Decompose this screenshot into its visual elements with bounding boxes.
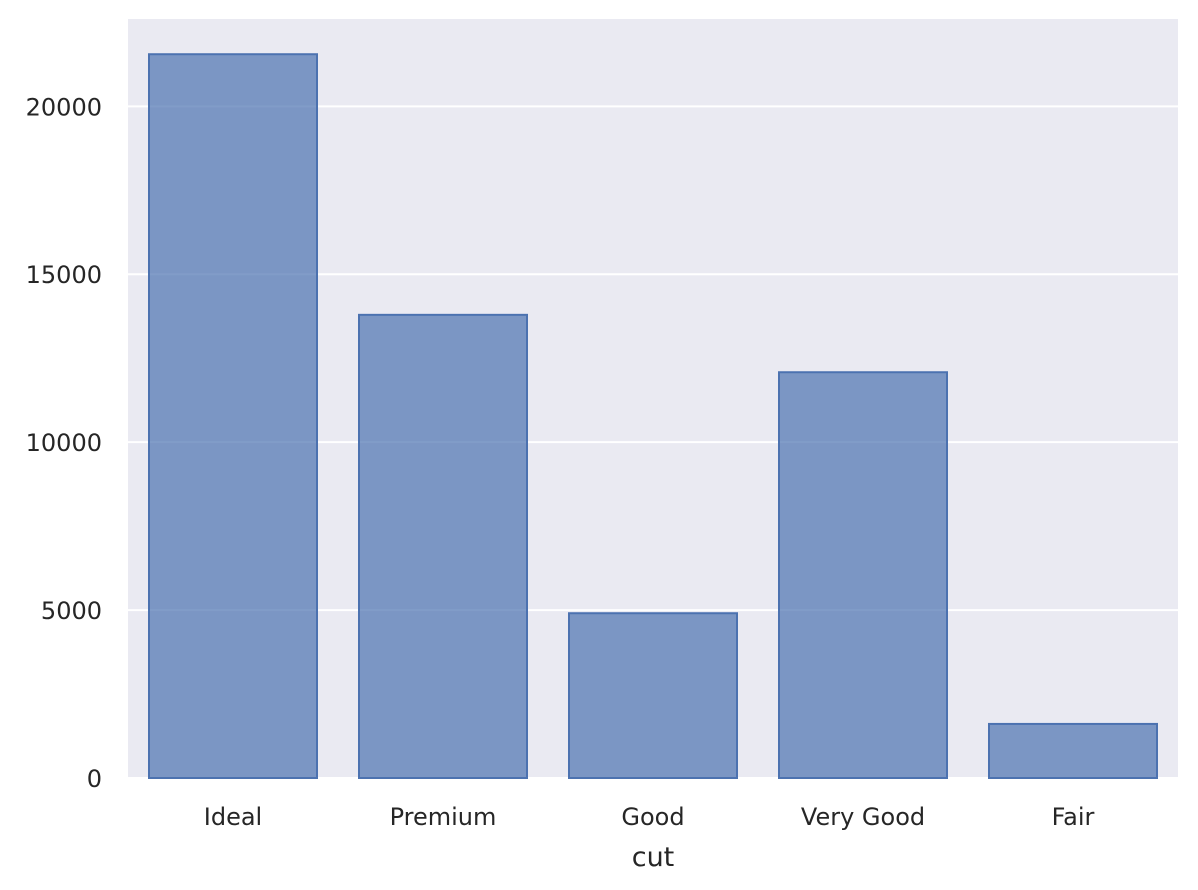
bars bbox=[148, 53, 1158, 780]
x-tick-label: Ideal bbox=[204, 803, 262, 831]
bar-premium bbox=[358, 313, 528, 779]
bar-fair bbox=[988, 722, 1158, 779]
y-tick-label: 5000 bbox=[41, 597, 102, 625]
x-tick-labels: Ideal Premium Good Very Good Fair bbox=[204, 803, 1095, 831]
x-tick-label: Premium bbox=[390, 803, 497, 831]
y-tick-labels: 0 5000 10000 15000 20000 bbox=[26, 93, 102, 793]
x-tick-label: Very Good bbox=[801, 803, 925, 831]
x-tick-label: Fair bbox=[1052, 803, 1095, 831]
y-tick-label: 15000 bbox=[26, 261, 102, 289]
bar-very-good bbox=[778, 371, 948, 779]
y-tick-label: 20000 bbox=[26, 93, 102, 121]
x-tick-label: Good bbox=[621, 803, 684, 831]
y-tick-label: 10000 bbox=[26, 429, 102, 457]
bar-good bbox=[568, 612, 738, 780]
bar-ideal bbox=[148, 53, 318, 780]
y-tick-label: 0 bbox=[87, 765, 102, 793]
x-axis-label: cut bbox=[632, 842, 675, 873]
